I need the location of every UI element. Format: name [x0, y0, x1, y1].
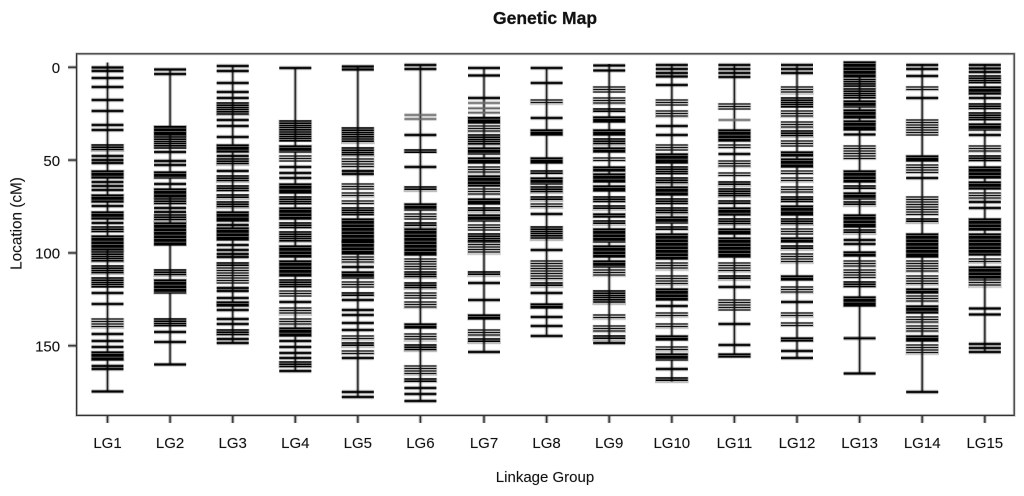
- svg-text:Genetic Map: Genetic Map: [493, 8, 597, 28]
- svg-text:LG12: LG12: [779, 435, 816, 452]
- svg-text:LG15: LG15: [966, 435, 1003, 452]
- svg-text:0: 0: [52, 60, 60, 77]
- svg-text:LG5: LG5: [344, 435, 372, 452]
- svg-text:LG8: LG8: [532, 435, 560, 452]
- svg-text:LG7: LG7: [470, 435, 498, 452]
- svg-text:LG8: LG8: [532, 435, 560, 452]
- svg-text:LG14: LG14: [904, 435, 941, 452]
- svg-text:LG4: LG4: [281, 435, 309, 452]
- svg-text:LG10: LG10: [653, 435, 690, 452]
- svg-text:Genetic Map: Genetic Map: [493, 8, 597, 28]
- svg-text:LG7: LG7: [470, 435, 498, 452]
- svg-text:100: 100: [35, 246, 60, 263]
- svg-text:LG1: LG1: [93, 435, 121, 452]
- svg-text:LG3: LG3: [219, 435, 247, 452]
- svg-text:150: 150: [35, 338, 60, 355]
- svg-text:LG9: LG9: [595, 435, 623, 452]
- svg-text:150: 150: [35, 338, 60, 355]
- svg-text:LG13: LG13: [841, 435, 878, 452]
- svg-text:LG12: LG12: [779, 435, 816, 452]
- svg-text:LG6: LG6: [406, 435, 434, 452]
- svg-text:Linkage Group: Linkage Group: [496, 469, 594, 486]
- svg-text:LG10: LG10: [653, 435, 690, 452]
- svg-text:LG2: LG2: [156, 435, 184, 452]
- svg-text:LG4: LG4: [281, 435, 309, 452]
- svg-text:LG5: LG5: [344, 435, 372, 452]
- svg-text:LG11: LG11: [717, 435, 753, 452]
- svg-text:LG14: LG14: [904, 435, 941, 452]
- svg-text:100: 100: [35, 246, 60, 263]
- svg-text:LG6: LG6: [406, 435, 434, 452]
- svg-text:LG3: LG3: [219, 435, 247, 452]
- svg-text:Linkage Group: Linkage Group: [496, 469, 594, 486]
- svg-text:LG2: LG2: [156, 435, 184, 452]
- svg-text:LG11: LG11: [717, 435, 753, 452]
- svg-text:LG9: LG9: [595, 435, 623, 452]
- svg-text:LG15: LG15: [966, 435, 1003, 452]
- svg-text:LG1: LG1: [93, 435, 121, 452]
- svg-text:50: 50: [43, 153, 60, 170]
- svg-text:LG13: LG13: [841, 435, 878, 452]
- svg-text:Location (cM): Location (cM): [9, 177, 26, 270]
- svg-text:50: 50: [43, 153, 60, 170]
- svg-text:Location (cM): Location (cM): [9, 177, 26, 270]
- svg-text:0: 0: [52, 60, 60, 77]
